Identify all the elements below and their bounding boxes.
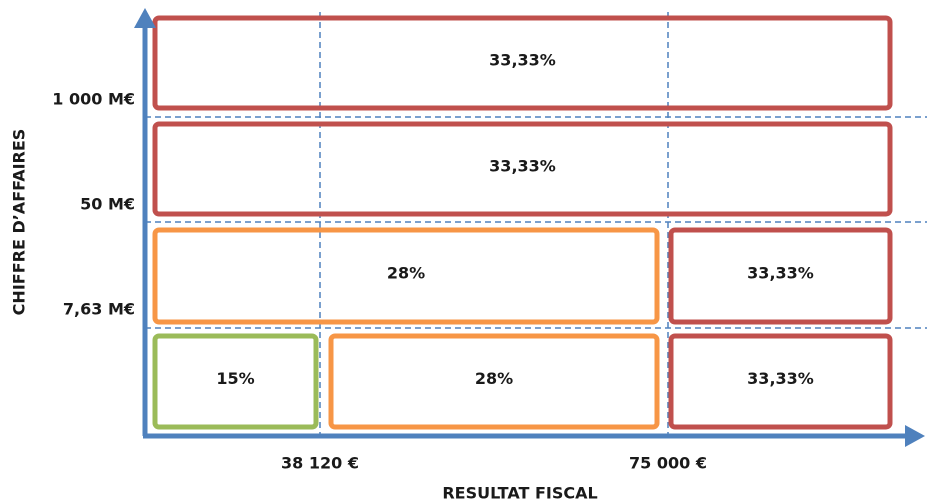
- x-tick-label: 38 120 €: [281, 454, 359, 473]
- rate-box: [668, 227, 893, 325]
- y-axis-title: CHIFFRE D’AFFAIRES: [10, 129, 29, 316]
- rate-box: [328, 333, 660, 430]
- y-tick-label: 7,63 M€: [63, 300, 135, 319]
- x-arrow: [905, 425, 925, 447]
- y-arrow: [134, 8, 156, 28]
- rate-box: [152, 121, 893, 217]
- rate-label: 33,33%: [747, 369, 814, 388]
- rate-box: [152, 227, 660, 325]
- rate-label: 28%: [475, 369, 513, 388]
- rate-label: 33,33%: [747, 264, 814, 283]
- x-axis-title: RESULTAT FISCAL: [442, 484, 597, 501]
- rate-label: 33,33%: [489, 157, 556, 176]
- rate-box: [152, 333, 319, 430]
- rate-label: 15%: [216, 369, 254, 388]
- rate-box: [668, 333, 893, 430]
- y-tick-label: 1 000 M€: [52, 90, 135, 109]
- rate-label: 28%: [387, 264, 425, 283]
- rate-label: 33,33%: [489, 51, 556, 70]
- x-tick-label: 75 000 €: [629, 454, 707, 473]
- rate-box: [152, 15, 893, 111]
- y-tick-label: 50 M€: [80, 195, 135, 214]
